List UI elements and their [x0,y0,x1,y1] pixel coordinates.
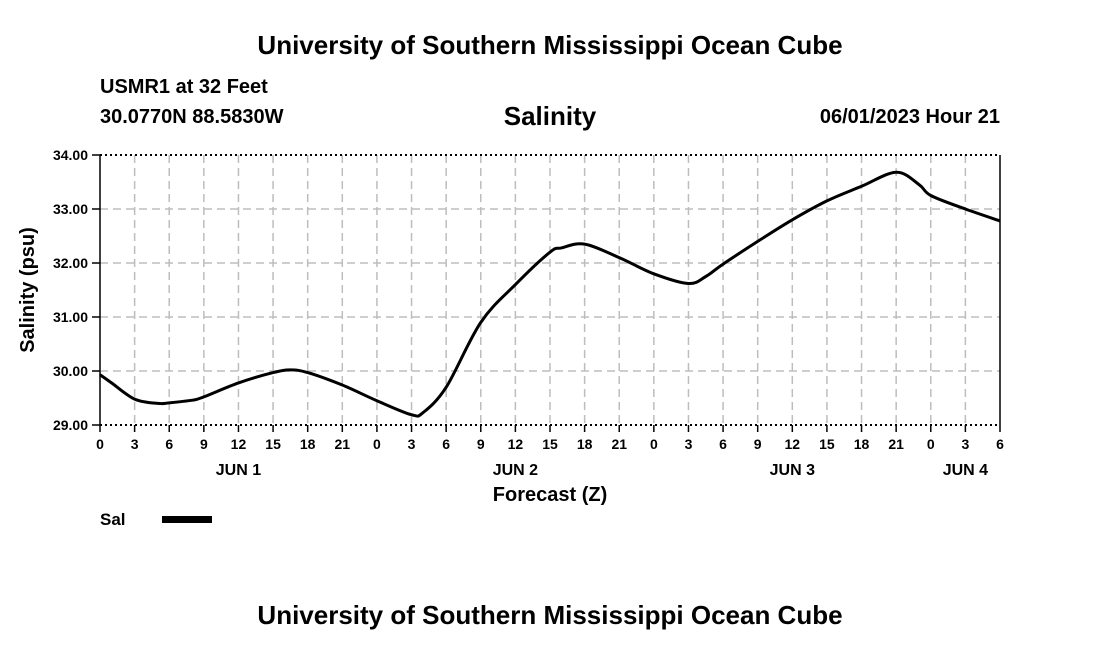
footer-title: University of Southern Mississippi Ocean… [257,600,843,630]
x-tick-label: 3 [961,436,969,452]
x-tick-label: 21 [888,436,904,452]
chart-title: University of Southern Mississippi Ocean… [257,30,843,60]
x-tick-label: 0 [927,436,935,452]
x-tick-label: 9 [477,436,485,452]
station-name: USMR1 at 32 Feet [100,76,268,98]
x-tick-label: 12 [231,436,247,452]
legend-swatch [162,516,212,523]
day-label: JUN 2 [493,462,538,479]
x-tick-label: 12 [508,436,524,452]
series-line-sal [99,170,1001,418]
x-tick-label: 3 [408,436,416,452]
legend-label: Sal [100,510,126,529]
x-tick-label: 9 [200,436,208,452]
x-tick-label: 0 [650,436,658,452]
variable-title: Salinity [503,101,597,131]
y-tick-label: 33.00 [53,201,88,217]
y-tick-label: 32.00 [53,255,88,271]
x-tick-label: 18 [577,436,593,452]
forecast-timestamp: 06/01/2023 Hour 21 [819,106,1000,128]
x-axis-title: Forecast (Z) [493,484,607,506]
x-tick-label: 3 [685,436,693,452]
x-tick-label: 0 [373,436,381,452]
y-tick-label: 30.00 [53,363,88,379]
x-tick-label: 6 [719,436,727,452]
x-tick-label: 3 [131,436,139,452]
day-label: JUN 4 [943,462,988,479]
y-tick-label: 29.00 [53,417,88,433]
x-tick-label: 15 [542,436,558,452]
x-tick-label: 18 [300,436,316,452]
x-tick-label: 15 [265,436,281,452]
x-tick-label: 21 [335,436,351,452]
x-tick-label: 12 [785,436,801,452]
x-tick-label: 9 [754,436,762,452]
x-tick-label: 6 [442,436,450,452]
y-tick-label: 31.00 [53,309,88,325]
x-tick-label: 6 [165,436,173,452]
x-tick-label: 15 [819,436,835,452]
day-label: JUN 3 [770,462,815,479]
x-tick-label: 6 [996,436,1004,452]
y-tick-label: 34.00 [53,147,88,163]
x-tick-label: 18 [854,436,870,452]
x-tick-label: 21 [611,436,627,452]
station-coordinates: 30.0770N 88.5830W [100,106,284,128]
y-axis-title: Salinity (psu) [17,227,39,353]
day-label: JUN 1 [216,462,261,479]
x-tick-label: 0 [96,436,104,452]
